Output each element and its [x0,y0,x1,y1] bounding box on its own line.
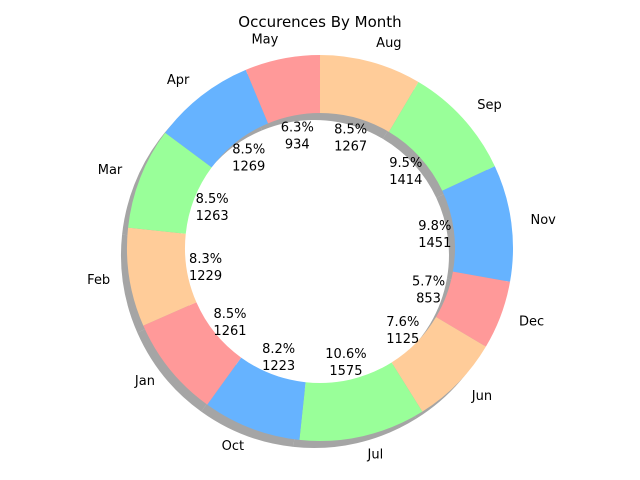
value-text-mar: 1263 [196,209,229,224]
slice-label-aug: Aug [376,36,401,51]
value-text-jun: 1125 [386,332,419,347]
percent-text-dec: 5.7% [412,274,445,289]
percent-label-mar: 8.5% 1263 [196,192,229,224]
slice-label-jan: Jan [134,374,155,389]
percent-text-apr: 8.5% [232,143,265,158]
slice-label-oct: Oct [222,439,244,454]
percent-text-mar: 8.5% [196,192,229,207]
slice-label-dec: Dec [519,315,544,330]
slice-feb [127,227,197,326]
slice-label-may: May [251,32,278,47]
value-text-feb: 1229 [189,269,222,284]
percent-text-may: 6.3% [281,120,314,135]
percent-label-apr: 8.5% 1269 [232,143,265,175]
percent-label-may: 6.3% 934 [281,120,314,152]
slice-jun [391,316,486,412]
slice-label-apr: Apr [167,73,190,88]
chart-labels: Aug 8.5% 1267 Sep 9.5% 1414 Nov 9.8% 1451 Dec 5.7%… [87,32,556,462]
slice-jan [143,302,242,405]
slice-label-sep: Sep [477,98,502,113]
percent-label-jul: 10.6% 1575 [325,347,366,379]
value-text-sep: 1414 [389,173,422,188]
value-text-jan: 1261 [213,324,246,339]
slice-sep [388,82,495,191]
percent-label-aug: 8.5% 1267 [334,122,367,154]
value-text-nov: 1451 [418,236,451,251]
percent-label-jan: 8.5% 1261 [213,307,246,339]
value-text-jul: 1575 [329,364,362,379]
value-text-oct: 1223 [262,359,295,374]
value-text-dec: 853 [416,291,441,306]
value-text-aug: 1267 [334,139,367,154]
percent-text-aug: 8.5% [334,122,367,137]
slice-oct [207,357,306,440]
slice-label-mar: Mar [98,163,123,178]
chart-title: Occurences By Month [238,13,401,31]
slice-label-nov: Nov [530,213,556,228]
slice-jul [299,362,423,442]
slice-apr [165,69,269,168]
value-text-apr: 1269 [232,160,265,175]
percent-label-oct: 8.2% 1223 [262,342,295,374]
percent-text-jul: 10.6% [325,347,366,362]
slice-label-feb: Feb [87,273,110,288]
slice-may [245,55,320,124]
slice-nov [442,166,513,282]
slice-aug [320,55,419,132]
percent-label-jun: 7.6% 1125 [386,315,419,347]
percent-label-sep: 9.5% 1414 [389,156,422,188]
percent-text-oct: 8.2% [262,342,295,357]
slice-dec [436,271,511,347]
percent-text-sep: 9.5% [389,156,422,171]
slice-label-jul: Jul [367,447,384,462]
slice-mar [128,132,212,234]
chart-slices [127,55,513,442]
percent-label-dec: 5.7% 853 [412,274,445,306]
percent-text-feb: 8.3% [189,252,222,267]
percent-text-nov: 9.8% [418,219,451,234]
percent-text-jun: 7.6% [386,315,419,330]
value-text-may: 934 [285,137,310,152]
percent-label-feb: 8.3% 1229 [189,252,222,284]
percent-text-jan: 8.5% [213,307,246,322]
percent-label-nov: 9.8% 1451 [418,219,451,251]
slice-label-jun: Jun [471,389,492,404]
